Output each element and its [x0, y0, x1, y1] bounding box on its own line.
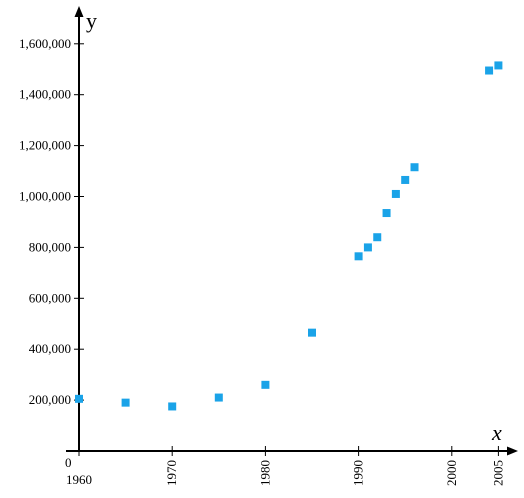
data-points	[75, 61, 503, 411]
y-tick-label: 200,000	[29, 392, 71, 407]
x-axis-label: x	[491, 420, 502, 445]
data-point	[261, 380, 270, 389]
data-point	[168, 402, 177, 411]
data-point	[401, 175, 410, 184]
data-point	[382, 209, 391, 218]
y-axis-label: y	[86, 8, 97, 33]
data-point	[373, 233, 382, 242]
y-tick-label: 1,000,000	[19, 189, 71, 204]
y-tick-label: 1,400,000	[19, 87, 71, 102]
axes	[66, 6, 518, 456]
data-point	[354, 252, 363, 261]
y-tick-label: 1,600,000	[19, 36, 71, 51]
x-tick-label: 2000	[444, 460, 459, 486]
data-point	[121, 398, 130, 407]
y-axis-ticks: 200,000 400,000 600,000 800,000 1,000,000 1,2…	[19, 36, 84, 407]
x-axis-arrow	[507, 446, 518, 456]
data-point	[363, 243, 372, 252]
y-axis-arrow	[74, 6, 84, 17]
data-point	[410, 163, 419, 172]
x-tick-label: 1960	[66, 472, 92, 487]
x-axis-ticks: 1960 1970 1980 1990 2000 2005	[66, 446, 505, 487]
y-tick-label: 600,000	[29, 290, 71, 305]
y-tick-label: 800,000	[29, 239, 71, 254]
data-point	[308, 328, 316, 337]
data-point	[391, 189, 400, 198]
x-tick-label: 2005	[490, 460, 505, 486]
data-point	[214, 393, 223, 402]
y-tick-label: 400,000	[29, 341, 71, 356]
origin-label: 0	[65, 455, 72, 470]
x-tick-label: 1970	[164, 460, 179, 486]
data-point	[494, 61, 503, 70]
data-point	[485, 66, 494, 75]
y-tick-label: 1,200,000	[19, 138, 71, 153]
data-point	[75, 394, 83, 403]
x-tick-label: 1990	[351, 460, 366, 486]
x-tick-label: 1980	[257, 460, 272, 486]
